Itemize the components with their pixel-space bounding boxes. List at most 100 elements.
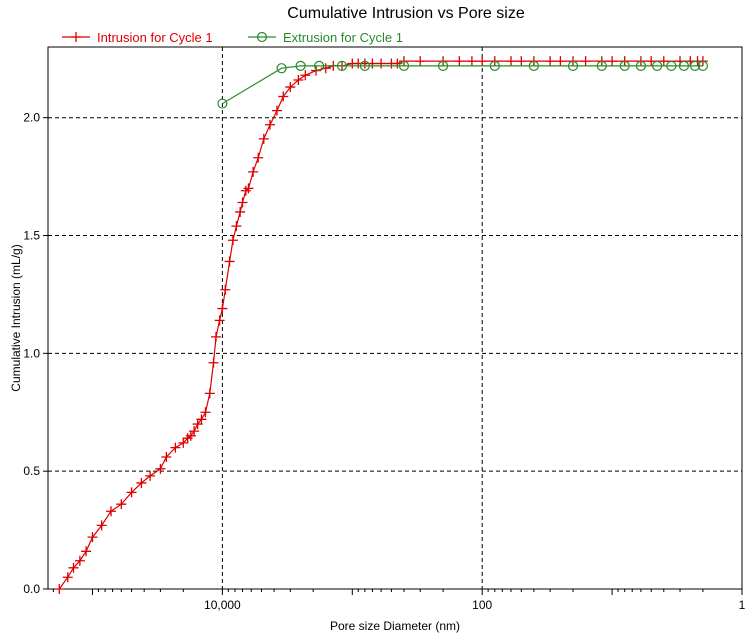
intrusion-point [224,256,235,267]
extrusion-point [314,60,325,71]
intrusion-point [646,56,657,67]
extrusion-point [619,60,630,71]
x-tick-label-1: 100 [472,598,492,612]
intrusion-point [545,56,556,67]
intrusion-point [74,555,85,566]
intrusion-point [516,56,527,67]
intrusion-point [116,499,127,510]
x-axis-label: Pore size Diameter (nm) [330,619,460,633]
y-tick-label-0: 0.0 [23,582,40,596]
extrusion-point [528,60,539,71]
intrusion-point [208,357,219,368]
intrusion-point [170,442,181,453]
y-tick-label-3: 1.5 [23,229,40,243]
intrusion-point [235,206,246,217]
intrusion-point [196,414,207,425]
intrusion-point [253,152,264,163]
y-axis: 0.0 0.5 1.0 1.5 2.0 [23,111,48,596]
grid [48,47,742,589]
intrusion-point [210,331,221,342]
intrusion-point [466,56,477,67]
intrusion-point [106,506,117,517]
y-tick-label-1: 0.5 [23,464,40,478]
intrusion-point [68,562,79,573]
intrusion-point [278,91,289,102]
extrusion-point [398,60,410,71]
intrusion-point [178,437,189,448]
intrusion-point [392,58,403,69]
intrusion-point [231,221,242,232]
intrusion-point [607,56,618,67]
intrusion-point [415,56,426,67]
intrusion-point [87,532,98,543]
intrusion-point [62,572,73,583]
extrusion-point [666,60,677,71]
extrusion-point [596,60,607,71]
extrusion-point [697,60,708,71]
intrusion-point [271,105,282,116]
intrusion-point [300,70,311,81]
plot-frame [47,46,743,590]
chart-title: Cumulative Intrusion vs Pore size [287,5,525,22]
intrusion-point [477,56,488,67]
intrusion-point [217,303,228,314]
intrusion-point [145,470,156,481]
legend-label-extrusion: Extrusion for Cycle 1 [283,30,403,45]
extrusion-point [276,63,287,74]
intrusion-point [264,119,275,130]
extrusion-point [437,60,449,71]
extrusion-point [359,60,370,71]
intrusion-point [189,426,200,437]
intrusion-point [454,56,465,67]
intrusion-point [136,477,147,488]
legend: Intrusion for Cycle 1 Extrusion for Cycle… [62,30,403,45]
intrusion-point [81,546,92,557]
intrusion-point [376,58,387,69]
series-layer [54,56,708,594]
extrusion-point [635,60,647,71]
intrusion-point [240,185,251,196]
extrusion-point [336,60,348,71]
intrusion-point [243,183,254,194]
intrusion-point [54,584,65,594]
intrusion-point [161,452,172,463]
intrusion-point [214,315,225,326]
legend-marker-intrusion [71,32,81,42]
intrusion-series-line [58,60,703,590]
intrusion-point [155,463,166,474]
y-tick-label-4: 2.0 [23,111,40,125]
legend-label-intrusion: Intrusion for Cycle 1 [97,30,213,45]
x-tick-label-2: 1 [739,598,746,612]
x-axis: 10,000 100 1 [52,589,746,612]
intrusion-point [258,133,269,144]
intrusion-point [204,388,215,399]
intrusion-point [293,74,304,85]
extrusion-series-line [222,65,703,105]
intrusion-point [555,56,566,67]
extrusion-point [678,60,690,71]
intrusion-point [506,56,517,67]
y-tick-label-2: 1.0 [23,346,40,360]
intrusion-point [220,284,231,295]
intrusion-point [200,407,211,418]
intrusion-point [320,63,331,74]
extrusion-point [217,98,228,109]
intrusion-point [237,197,248,208]
extrusion-point [567,60,579,71]
intrusion-point [248,166,259,177]
intrusion-point [658,56,669,67]
intrusion-point [96,520,107,531]
intrusion-point [227,235,238,246]
extrusion-point [295,60,306,71]
intrusion-point [580,56,591,67]
y-axis-label: Cumulative Intrusion (mL/g) [9,244,23,391]
intrusion-point [126,487,137,498]
x-tick-label-0: 10,000 [204,598,241,612]
extrusion-point [689,60,701,71]
intrusion-point [285,82,296,93]
extrusion-point [489,60,500,71]
legend-marker-extrusion [256,31,268,43]
extrusion-point [652,60,663,71]
